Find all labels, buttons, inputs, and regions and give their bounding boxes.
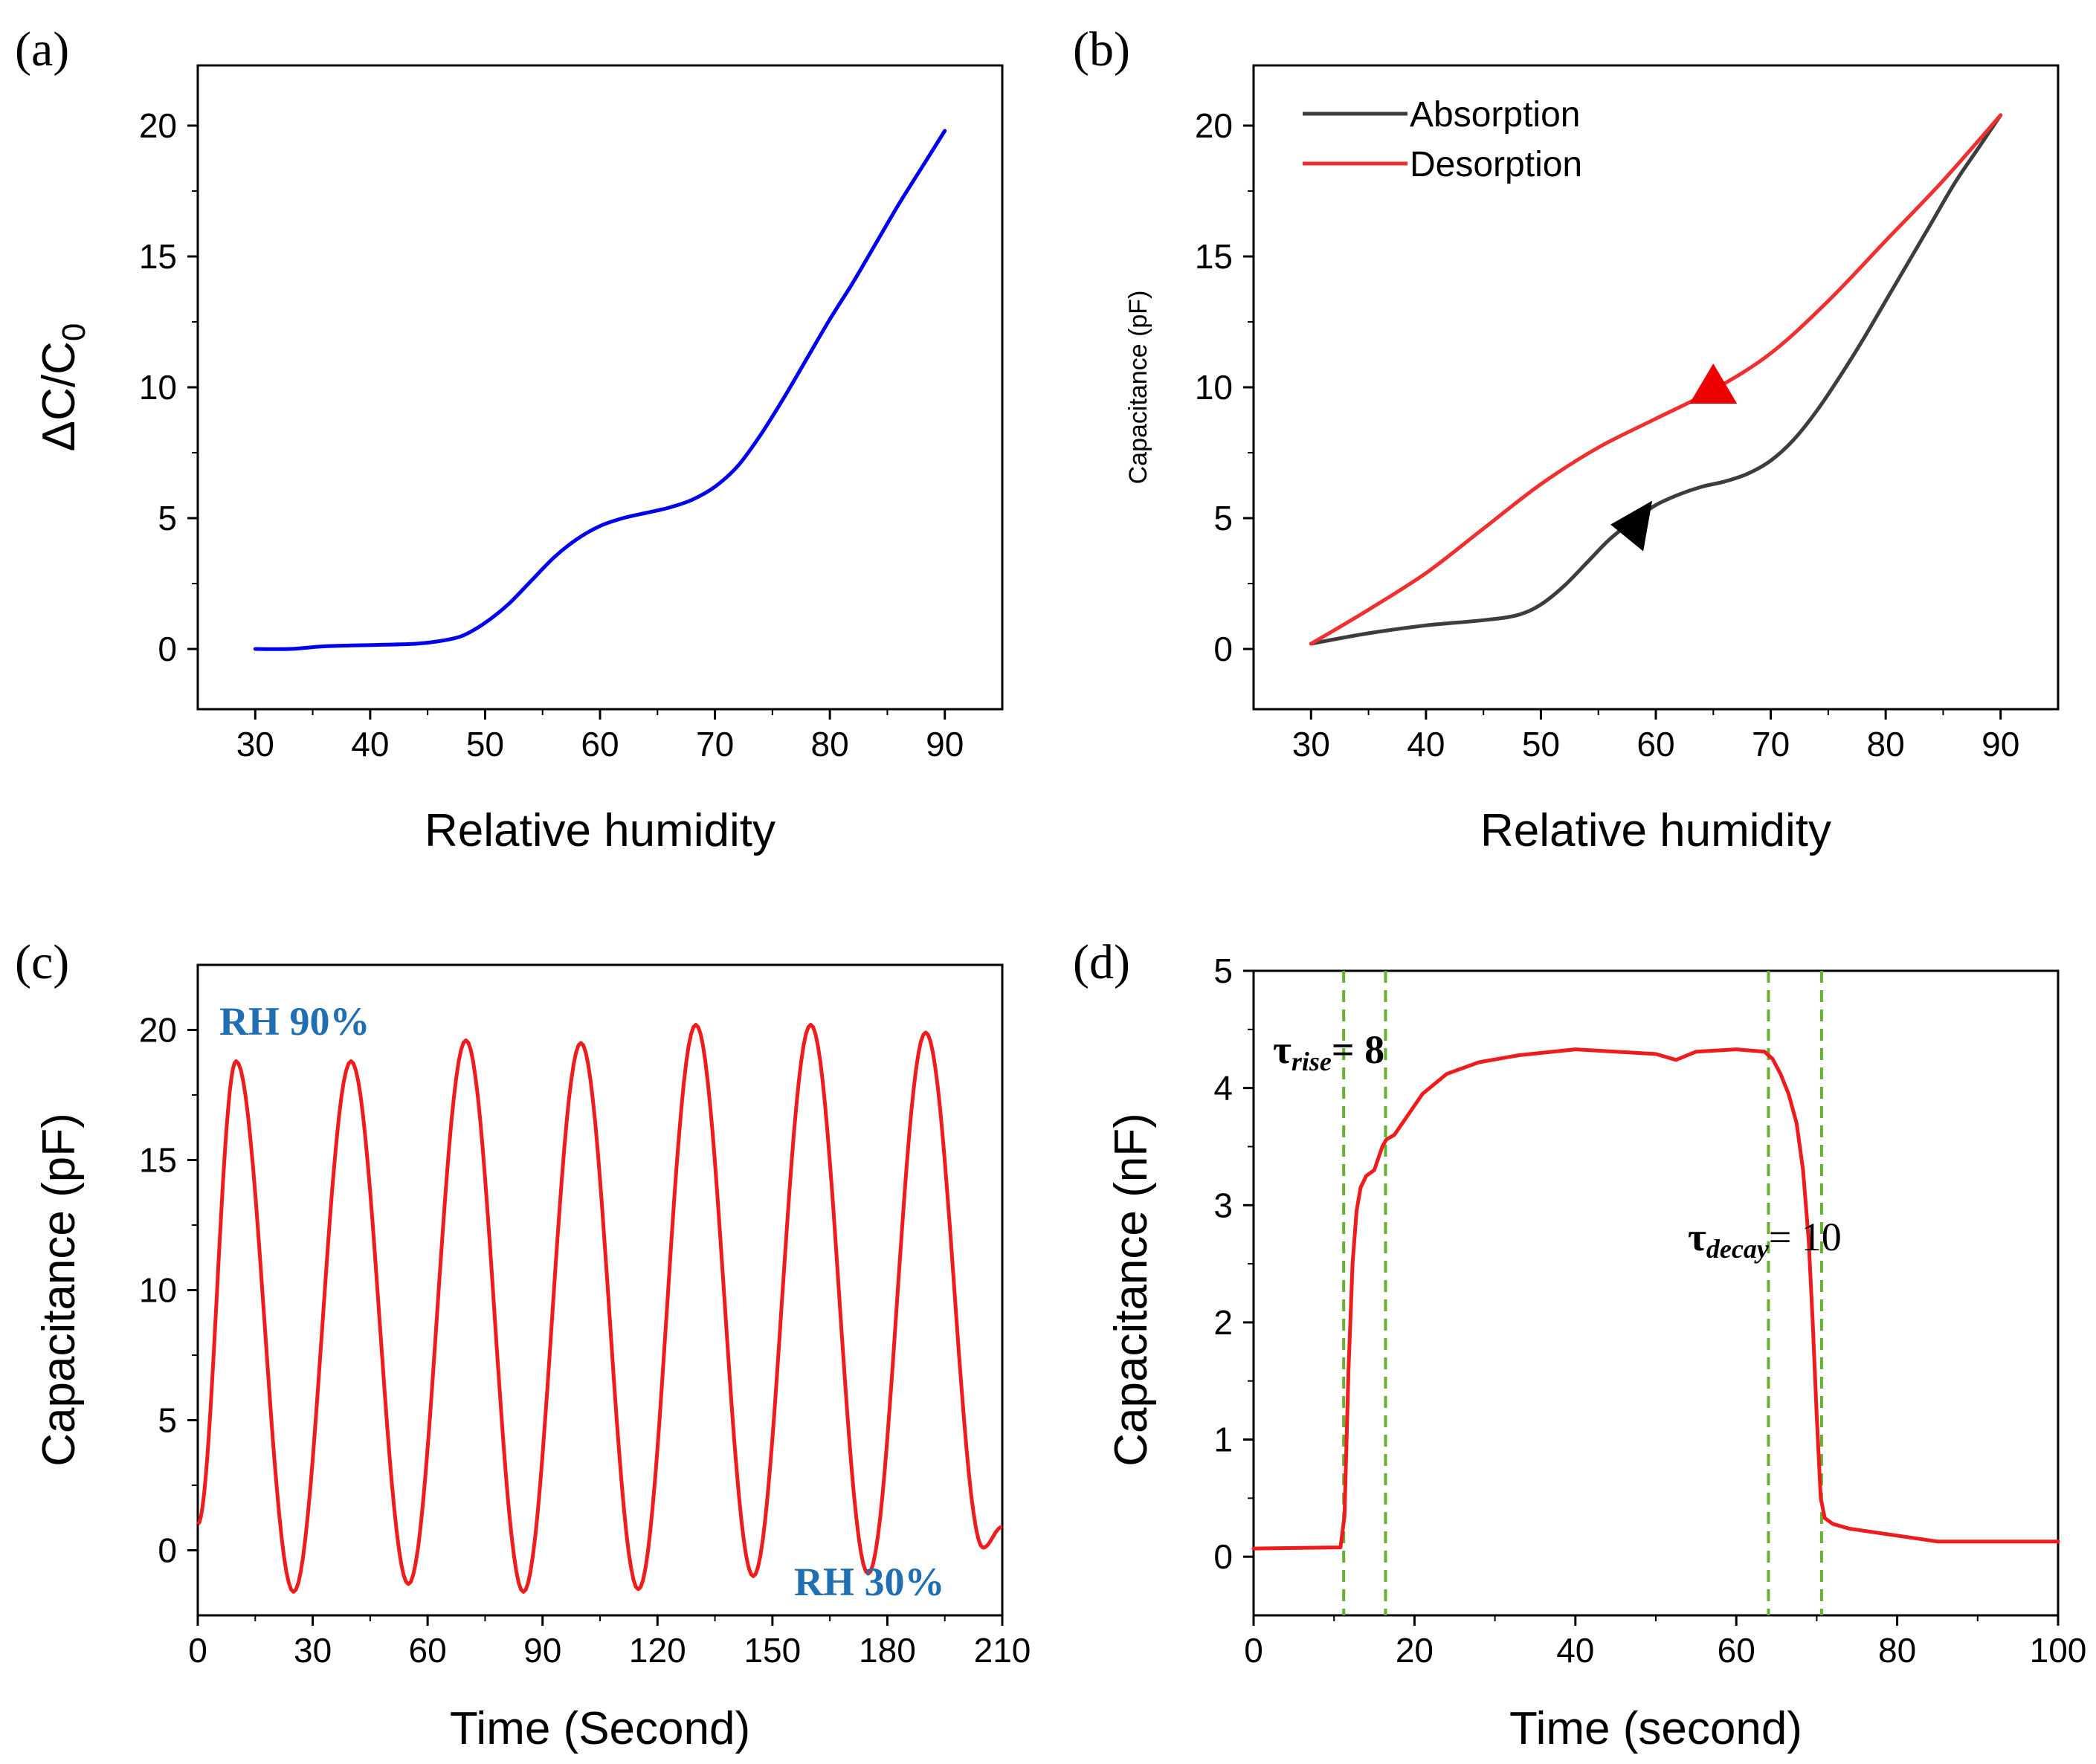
x-tick-label: 210	[974, 1631, 1031, 1670]
x-tick-label: 90	[1981, 725, 2019, 763]
desorption-arrow	[1689, 364, 1738, 404]
x-tick-label: 30	[236, 725, 274, 763]
x-tick-label: 60	[581, 725, 619, 763]
panel-a-y-ticks: 0 5 10 15 20	[139, 106, 198, 668]
panel-a-lines	[253, 129, 947, 651]
x-tick-label: 80	[811, 725, 849, 763]
y-tick-label: 0	[158, 630, 177, 668]
y-tick-label: 10	[139, 1271, 177, 1310]
absorption-arrow	[1610, 500, 1653, 552]
y-tick-label: 15	[1195, 237, 1233, 276]
panel-a-frame	[196, 64, 1004, 711]
x-tick-label: 60	[409, 1631, 447, 1670]
y-tick-label: 10	[139, 368, 177, 407]
annotation-tau-rise: τrise= 8	[1273, 1027, 1384, 1076]
series-line-capacitance	[1251, 1047, 2060, 1551]
y-tick-label: 0	[1213, 630, 1233, 668]
x-tick-label: 30	[1292, 725, 1330, 763]
panel-d-label: (d)	[1073, 935, 1130, 989]
legend-label-desorption: Desorption	[1410, 145, 1582, 184]
y-tick-label: 2	[1213, 1303, 1233, 1342]
x-tick-label: 30	[294, 1631, 332, 1670]
x-tick-label: 40	[1556, 1631, 1594, 1670]
panel-d-y-axis-title: Capacitance (nF)	[1106, 1113, 1157, 1467]
panel-b: (b) 30 40 50 60 70 80 90 0 5 10 15 20 Absorption D…	[1073, 22, 2060, 856]
y-tick-label: 20	[139, 1011, 177, 1050]
panel-c-x-axis-title: Time (Second)	[450, 1703, 750, 1754]
panel-a-y-axis-title-main: ΔC/C	[33, 341, 85, 451]
y-tick-label: 0	[158, 1531, 177, 1570]
panel-b-markers	[1610, 364, 1738, 552]
series-line-absorption	[1309, 113, 2003, 646]
panel-c-x-ticks: 0 30 60 90 120 150 180 210	[188, 1615, 1031, 1670]
panel-b-x-axis-title: Relative humidity	[1480, 805, 1831, 856]
panel-b-x-ticks: 30 40 50 60 70 80 90	[1292, 709, 2019, 763]
panel-a-label: (a)	[15, 22, 69, 77]
panel-c-y-ticks: 0 5 10 15 20	[139, 1011, 198, 1570]
panel-b-y-ticks: 0 5 10 15 20	[1195, 106, 1254, 668]
panel-c-lines	[196, 1023, 1004, 1594]
annotation-rh-30: RH 30%	[794, 1560, 945, 1604]
panel-b-label: (b)	[1073, 22, 1130, 77]
x-tick-label: 120	[629, 1631, 686, 1670]
x-tick-label: 90	[926, 725, 964, 763]
y-tick-label: 0	[1213, 1537, 1233, 1576]
y-tick-label: 15	[139, 237, 177, 276]
panel-d-vlines	[1342, 971, 1823, 1615]
panel-d-x-axis-title: Time (second)	[1509, 1703, 1802, 1754]
series-line--c-c0	[253, 129, 947, 651]
panel-d-x-ticks: 0 20 40 60 80 100	[1244, 1615, 2086, 1670]
x-tick-label: 60	[1718, 1631, 1755, 1670]
x-tick-label: 70	[696, 725, 734, 763]
panel-b-legend: Absorption Desorption	[1303, 95, 1582, 184]
x-tick-label: 180	[859, 1631, 916, 1670]
panel-b-lines	[1309, 113, 2003, 646]
panel-d-lines	[1251, 1047, 2060, 1551]
x-tick-label: 80	[1867, 725, 1905, 763]
panel-c-y-axis-title: Capacitance (pF)	[33, 1113, 85, 1467]
y-tick-label: 20	[1195, 106, 1233, 145]
y-tick-label: 4	[1213, 1069, 1233, 1108]
x-tick-label: 100	[2030, 1631, 2087, 1670]
y-tick-label: 10	[1195, 368, 1233, 407]
y-tick-label: 5	[1213, 952, 1233, 990]
panel-a: (a) 30 40 50 60 70 80 90 0 5 10 15 20 Relative hum…	[15, 22, 1004, 856]
y-tick-label: 20	[139, 106, 177, 145]
y-tick-label: 1	[1213, 1421, 1233, 1459]
x-tick-label: 50	[466, 725, 504, 763]
x-tick-label: 0	[188, 1631, 207, 1670]
panel-a-x-axis-title: Relative humidity	[425, 805, 775, 856]
x-tick-label: 90	[523, 1631, 561, 1670]
x-tick-label: 40	[1407, 725, 1445, 763]
x-tick-label: 70	[1752, 725, 1790, 763]
x-tick-label: 40	[351, 725, 389, 763]
series-line-capacitance	[196, 1023, 1004, 1594]
panel-d: (d) 0 20 40 60 80 100 0 1 2 3 4 5 τrise= 8 τdecay=…	[1073, 935, 2086, 1754]
series-line-desorption	[1309, 113, 2003, 646]
panel-c-label: (c)	[15, 935, 69, 989]
annotation-rh-90: RH 90%	[219, 999, 370, 1044]
x-tick-label: 50	[1522, 725, 1560, 763]
legend-label-absorption: Absorption	[1410, 95, 1580, 135]
panel-a-y-axis-title-subscript: 0	[56, 323, 92, 341]
panel-b-y-axis-title: Capacitance (pF)	[1124, 291, 1152, 485]
x-tick-label: 0	[1244, 1631, 1263, 1670]
annotation-tau-decay: τdecay= 10	[1688, 1215, 1842, 1264]
y-tick-label: 5	[1213, 499, 1233, 537]
y-tick-label: 5	[158, 1401, 177, 1440]
x-tick-label: 150	[744, 1631, 801, 1670]
x-tick-label: 60	[1637, 725, 1674, 763]
y-tick-label: 5	[158, 499, 177, 537]
y-tick-label: 15	[139, 1141, 177, 1180]
x-tick-label: 80	[1878, 1631, 1916, 1670]
y-tick-label: 3	[1213, 1186, 1233, 1224]
panel-a-y-axis-title: ΔC/C0	[33, 323, 92, 452]
x-tick-label: 20	[1396, 1631, 1434, 1670]
panel-a-x-ticks: 30 40 50 60 70 80 90	[236, 709, 964, 763]
panel-d-y-ticks: 0 1 2 3 4 5	[1213, 952, 1254, 1576]
